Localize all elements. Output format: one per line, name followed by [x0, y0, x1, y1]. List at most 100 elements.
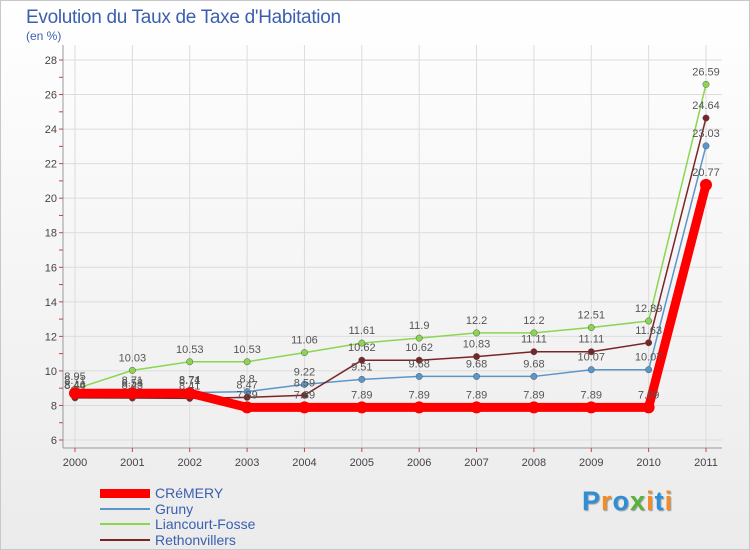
data-point-rethonvillers: [587, 348, 595, 356]
y-tick-label: 14: [45, 297, 57, 309]
data-label-cr-mery: 7.89: [581, 389, 602, 401]
x-tick-label: 2002: [177, 457, 201, 469]
y-tick-label: 18: [45, 228, 57, 240]
data-label-cr-mery: 7.89: [638, 389, 659, 401]
x-tick-label: 2004: [292, 457, 316, 469]
data-point-rethonvillers: [243, 393, 251, 401]
data-label-rethonvillers: 11.63: [635, 325, 662, 337]
x-tick-label: 2001: [120, 457, 144, 469]
data-point-rethonvillers: [358, 356, 366, 364]
data-point-cr-mery: [183, 387, 196, 400]
data-label-rethonvillers: 10.62: [405, 342, 433, 354]
data-point-liancourt-fosse: [530, 329, 538, 337]
data-point-rethonvillers: [301, 391, 308, 399]
y-tick-label: 20: [45, 193, 57, 205]
x-tick-label: 2007: [464, 457, 488, 469]
data-label-rethonvillers: 10.83: [463, 339, 491, 351]
data-point-gruny: [358, 375, 366, 383]
legend-swatch-cremery: [100, 489, 150, 498]
data-point-cr-mery: [126, 387, 139, 400]
data-label-gruny: 8.46: [64, 380, 85, 392]
logo-letter: i: [646, 486, 655, 516]
data-label-liancourt-fosse: 11.61: [348, 325, 375, 337]
data-label-rethonvillers: 10.62: [348, 342, 376, 354]
data-point-rethonvillers: [702, 114, 710, 122]
y-tick-label: 22: [45, 159, 57, 171]
data-point-cr-mery: [642, 401, 655, 414]
data-label-liancourt-fosse: 12.2: [523, 315, 544, 327]
logo-letter: t: [654, 486, 665, 516]
data-point-liancourt-fosse: [587, 324, 595, 332]
data-label-rethonvillers: 8.47: [236, 379, 257, 391]
x-tick-label: 2005: [350, 457, 374, 469]
data-point-gruny: [530, 372, 538, 380]
data-label-liancourt-fosse: 12.2: [466, 315, 487, 327]
data-point-rethonvillers: [645, 339, 653, 347]
data-label-liancourt-fosse: 11.9: [409, 320, 430, 332]
data-label-cr-mery: 7.89: [466, 389, 487, 401]
legend-label-rethonvillers: Rethonvillers: [155, 531, 236, 548]
data-point-liancourt-fosse: [473, 329, 480, 337]
data-point-liancourt-fosse: [415, 334, 423, 342]
data-point-cr-mery: [69, 387, 81, 400]
data-label-rethonvillers: 8.41: [179, 380, 200, 392]
x-tick-label: 2006: [407, 457, 431, 469]
data-point-cr-mery: [470, 401, 483, 414]
series-line-cr-mery: [70, 180, 711, 412]
x-tick-label: 2011: [694, 457, 718, 469]
data-label-liancourt-fosse: 8.95: [64, 371, 85, 383]
proxiti-logo: Proxiti: [582, 486, 673, 517]
data-point-liancourt-fosse: [128, 366, 136, 374]
x-tick-label: 2009: [579, 457, 603, 469]
logo-letter: P: [582, 486, 602, 516]
legend-label-gruny: Gruny: [155, 500, 194, 517]
data-point-cr-mery: [241, 401, 254, 414]
data-point-cr-mery: [355, 401, 368, 414]
x-tick-label: 2003: [235, 457, 259, 469]
data-label-rethonvillers: 24.64: [692, 100, 720, 112]
data-label-gruny: 9.68: [408, 358, 429, 370]
data-label-liancourt-fosse: 12.89: [635, 303, 663, 315]
data-point-rethonvillers: [473, 353, 480, 361]
logo-letter: i: [664, 486, 674, 516]
data-label-cr-mery: 7.89: [351, 389, 372, 401]
logo-letter: x: [630, 486, 647, 516]
data-label-gruny: 9.22: [294, 366, 315, 378]
legend-swatch-gruny: [100, 507, 150, 510]
data-label-liancourt-fosse: 11.06: [291, 335, 318, 347]
data-label-rethonvillers: 11.11: [578, 334, 604, 346]
data-label-liancourt-fosse: 10.53: [233, 344, 261, 356]
data-point-liancourt-fosse: [186, 358, 194, 366]
data-label-rethonvillers: 8.44: [64, 380, 85, 392]
logo-letter: r: [601, 486, 613, 516]
data-point-cr-mery: [413, 401, 426, 414]
data-point-liancourt-fosse: [243, 358, 251, 366]
data-label-gruny: 9.68: [523, 358, 544, 370]
data-point-cr-mery: [700, 178, 712, 191]
data-point-cr-mery: [298, 401, 311, 414]
data-label-gruny: 10.07: [635, 352, 663, 364]
data-label-rethonvillers: 8.59: [294, 377, 315, 389]
legend-label-cremery: CRéMERY: [155, 485, 224, 501]
x-tick-label: 2008: [522, 457, 546, 469]
data-label-cr-mery: 8.71: [64, 375, 85, 387]
series-line-liancourt-fosse: [74, 83, 707, 390]
y-tick-label: 12: [45, 331, 57, 343]
data-label-rethonvillers: 8.43: [122, 380, 143, 392]
y-tick-label: 10: [45, 366, 57, 378]
data-label-gruny: 8.8: [239, 374, 254, 386]
logo-letter: o: [612, 486, 631, 516]
chart-title: Evolution du Taux de Taxe d'Habitation: [26, 7, 341, 28]
x-tick-label: 2000: [63, 457, 87, 469]
data-label-gruny: 8.74: [179, 375, 200, 387]
data-label-liancourt-fosse: 26.59: [692, 66, 720, 78]
data-label-gruny: 8.58: [122, 377, 143, 389]
data-point-gruny: [301, 380, 308, 388]
data-point-liancourt-fosse: [645, 317, 653, 325]
data-point-liancourt-fosse: [358, 339, 366, 347]
data-point-rethonvillers: [415, 356, 423, 364]
data-label-rethonvillers: 11.11: [521, 334, 547, 346]
data-label-liancourt-fosse: 12.51: [578, 310, 606, 322]
